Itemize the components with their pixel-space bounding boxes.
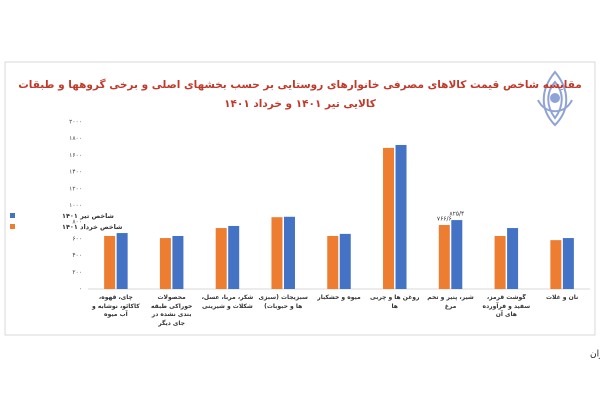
x-tick-label: شکر، مربا، عسل، شکلات و شیرینی (201, 294, 254, 310)
legend-label: شاخص خرداد ۱۴۰۱ (62, 223, 122, 231)
x-tick-label: شیر، پنیر و تخم مرغ (427, 294, 474, 310)
bar (327, 235, 339, 289)
x-tick-label-box: شیر، پنیر و تخم مرغ (427, 294, 474, 310)
bar (383, 147, 395, 289)
data-label: ۷۶۶/۶ (437, 215, 452, 222)
bar (116, 233, 128, 289)
bar (339, 233, 351, 289)
y-tick-label: ۱۲۰۰ (69, 185, 82, 192)
bar (438, 224, 450, 289)
y-tick-label: ۱۶۰۰ (69, 152, 82, 159)
x-tick-label-box: نان و غلات (545, 294, 579, 301)
bar (104, 235, 116, 289)
y-tick-label: ۰ (79, 286, 82, 293)
x-tick-label-box: گوشت قرمز، سفید و فرآورده های آن (482, 294, 531, 319)
x-tick-label: محصولات خوراکی طبقه بندی نشده در جای دیگ… (150, 294, 193, 328)
x-tick-label: میوه و خشکبار (317, 294, 361, 301)
x-tick-label-box: چای، قهوه، کاکائو، نوشابه و آب میوه (92, 294, 140, 319)
x-tick-label-box: میوه و خشکبار (317, 294, 361, 301)
bar (215, 228, 227, 289)
y-tick-label: ۱۰۰۰ (69, 202, 82, 209)
legend-swatch (10, 213, 15, 218)
y-tick-label: ۱۴۰۰ (69, 169, 82, 176)
chart-title: کالایی تیر ۱۴۰۱ و خرداد ۱۴۰۱ (224, 98, 377, 110)
logo (537, 70, 573, 127)
logo-shape (537, 99, 573, 113)
x-tick-label-box: سبزیجات (سبزی ها و حبوبات) (258, 294, 308, 310)
bar (562, 238, 574, 289)
bar (159, 238, 171, 289)
legend-label: شاخص تیر ۱۴۰۱ (62, 212, 114, 220)
x-tick-label: گوشت قرمز، سفید و فرآورده های آن (482, 294, 531, 319)
bar (494, 235, 506, 289)
bar (550, 240, 562, 289)
bar (395, 144, 407, 289)
y-tick-label: ۴۰۰ (72, 252, 82, 259)
x-tick-label: سبزیجات (سبزی ها و حبوبات) (258, 294, 308, 310)
data-label: ۸۲۵/۴ (449, 211, 464, 218)
x-tick-label-box: شکر، مربا، عسل، شکلات و شیرینی (201, 294, 254, 310)
x-tick-label-box: روغن ها و چربی ها (370, 294, 420, 310)
x-tick-label: چای، قهوه، کاکائو، نوشابه و آب میوه (92, 294, 140, 319)
y-tick-label: ۲۰۰ (72, 269, 82, 276)
bar (451, 220, 463, 289)
y-tick-label: ۲۰۰۰ (69, 119, 82, 126)
bar (283, 216, 295, 289)
logo-shape (547, 80, 563, 120)
x-tick-label: روغن ها و چربی ها (370, 294, 420, 310)
logo-shape (542, 70, 568, 127)
source-note: منبع:سایت مرکز آمار ایران (590, 348, 600, 360)
x-tick-label-box: محصولات خوراکی طبقه بندی نشده در جای دیگ… (150, 294, 193, 328)
x-tick-label: نان و غلات (545, 294, 579, 301)
y-tick-label: ۶۰۰ (72, 235, 82, 242)
bar (172, 235, 184, 289)
bar (271, 217, 283, 289)
y-tick-label: ۱۸۰۰ (69, 135, 82, 142)
bar (507, 228, 519, 289)
legend-swatch (10, 224, 15, 229)
chart-title: مقایسه شاخص قیمت کالاهای مصرفی خانوارهای… (18, 78, 582, 91)
y-tick-label: ۸۰۰ (72, 219, 82, 226)
bar (228, 225, 240, 289)
logo-dot (550, 93, 560, 103)
